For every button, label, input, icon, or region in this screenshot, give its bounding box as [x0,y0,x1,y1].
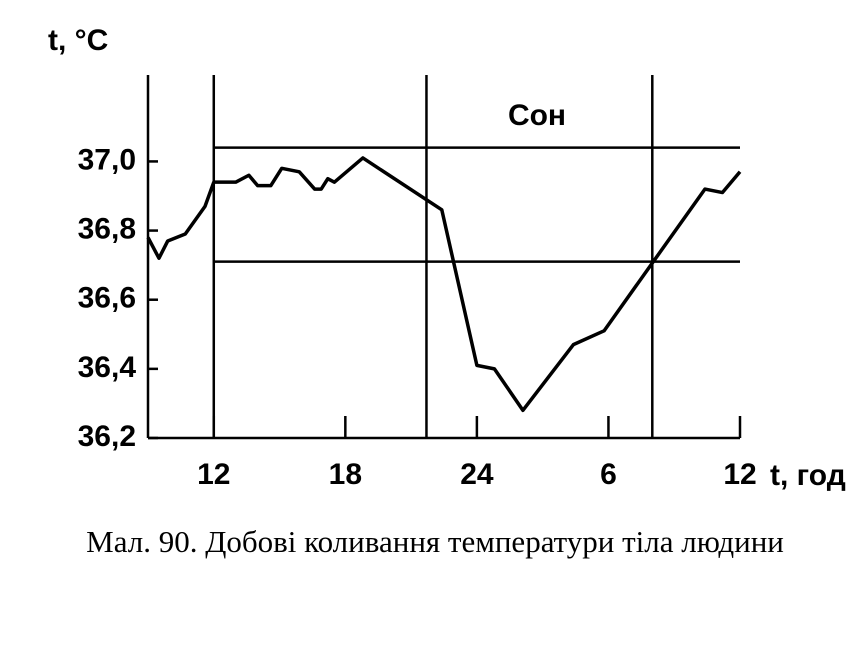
y-tick-label: 36,8 [78,212,136,245]
x-tick-label: 18 [329,458,362,491]
x-tick-label: 6 [600,458,617,491]
data-line [146,156,742,413]
y-axis-label: t, °C [48,24,108,57]
annotation: Сон [508,99,566,132]
y-tick-label: 36,4 [78,351,137,384]
x-tick-label: 24 [460,458,494,491]
chart: t, °C t, год Сон 36,2 36,4 36,6 36,8 37,0 12 1… [48,24,846,492]
y-tick-label: 36,2 [78,420,136,453]
y-tick-label: 36,6 [78,282,136,315]
x-tick-label: 12 [723,458,756,491]
caption: Мал. 90. Добові коливання температури ті… [86,524,784,559]
x-tick-label: 12 [197,458,230,491]
x-axis-label: t, год [770,459,846,492]
y-tick-label: 37,0 [78,143,136,176]
